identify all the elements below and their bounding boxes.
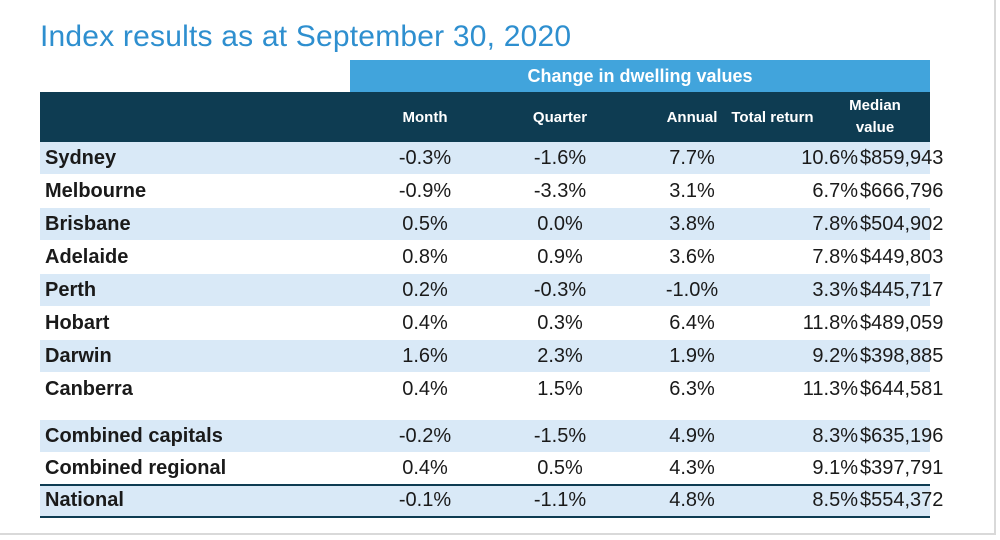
cell-quarter: -1.5%	[533, 425, 587, 447]
table-row: Hobart 0.4% 0.3% 6.4% 11.8% $489,059	[40, 307, 944, 339]
cell-quarter: 1.5%	[537, 378, 583, 400]
cell-total-return: 6.7%	[812, 180, 858, 202]
header-median-value: Median value	[830, 92, 920, 142]
cell-annual: 6.3%	[669, 378, 715, 400]
table-row: Adelaide 0.8% 0.9% 3.6% 7.8% $449,803	[40, 241, 944, 273]
row-name: Hobart	[45, 312, 110, 334]
cell-annual: 3.8%	[669, 213, 715, 235]
cell-quarter: 0.5%	[537, 457, 583, 479]
cell-month: 0.4%	[402, 378, 448, 400]
cell-month: -0.3%	[398, 147, 452, 169]
cell-median-value: $445,717	[860, 279, 944, 301]
cell-month: 0.5%	[402, 213, 448, 235]
cell-quarter: -0.3%	[533, 279, 587, 301]
national-divider	[40, 484, 930, 486]
cell-total-return: 10.6%	[801, 147, 858, 169]
cell-total-return: 11.3%	[802, 378, 858, 400]
row-name: Adelaide	[45, 246, 129, 268]
row-name: Combined regional	[45, 457, 227, 479]
cell-annual: 4.9%	[669, 425, 715, 447]
cell-month: -0.9%	[398, 180, 452, 202]
cell-total-return: 9.1%	[812, 457, 858, 479]
table-row: Combined capitals -0.2% -1.5% 4.9% 8.3% $635,…	[40, 420, 944, 452]
cell-median-value: $397,791	[860, 457, 944, 479]
row-name: National	[45, 489, 124, 511]
cell-median-value: $489,059	[860, 312, 944, 334]
row-name: Brisbane	[45, 213, 131, 235]
row-name: Darwin	[45, 345, 112, 367]
row-name: Sydney	[45, 147, 117, 169]
cell-annual: 6.4%	[669, 312, 715, 334]
cell-month: 1.6%	[402, 345, 448, 367]
row-name: Melbourne	[45, 180, 147, 202]
cell-median-value: $398,885	[860, 345, 944, 367]
table-row: Perth 0.2% -0.3% -1.0% 3.3% $445,717	[40, 274, 944, 306]
table-row: Darwin 1.6% 2.3% 1.9% 9.2% $398,885	[40, 340, 944, 372]
cell-total-return: 7.8%	[812, 213, 858, 235]
cell-median-value: $859,943	[860, 147, 944, 169]
cell-total-return: 8.5%	[812, 489, 858, 511]
cell-quarter: -1.6%	[533, 147, 587, 169]
cell-month: 0.2%	[402, 279, 448, 301]
cell-annual: 4.8%	[669, 489, 715, 511]
cell-median-value: $449,803	[860, 246, 944, 268]
cell-total-return: 8.3%	[812, 425, 858, 447]
cell-month: 0.4%	[402, 457, 448, 479]
header-annual: Annual	[666, 108, 718, 126]
header-median-line2: value	[855, 119, 895, 136]
cell-annual: 3.1%	[669, 180, 715, 202]
cell-quarter: 0.9%	[537, 246, 583, 268]
cell-median-value: $504,902	[860, 213, 944, 235]
cell-median-value: $635,196	[860, 425, 944, 447]
table-bottom-border	[40, 516, 930, 518]
change-in-dwelling-values-band: Change in dwelling values	[350, 60, 930, 92]
header-median-line1: Median	[849, 97, 901, 114]
table-row: Melbourne -0.9% -3.3% 3.1% 6.7% $666,796	[40, 175, 944, 207]
cell-median-value: $666,796	[860, 180, 944, 202]
cell-quarter: 0.0%	[537, 213, 583, 235]
cell-total-return: 9.2%	[812, 345, 858, 367]
header-month: Month	[402, 108, 448, 126]
cell-annual: 3.6%	[669, 246, 715, 268]
cell-annual: -1.0%	[665, 279, 719, 301]
page-title: Index results as at September 30, 2020	[40, 20, 572, 53]
row-name: Perth	[45, 279, 97, 301]
cell-total-return: 3.3%	[812, 279, 858, 301]
cell-quarter: 0.3%	[537, 312, 583, 334]
cell-annual: 1.9%	[669, 345, 715, 367]
cell-median-value: $554,372	[860, 489, 944, 511]
row-name: Combined capitals	[45, 425, 223, 447]
cell-median-value: $644,581	[860, 378, 944, 400]
table-row: Brisbane 0.5% 0.0% 3.8% 7.8% $504,902	[40, 208, 944, 240]
header-total-return: Total return	[731, 108, 814, 126]
cell-quarter: -1.1%	[533, 489, 587, 511]
cell-month: -0.1%	[398, 489, 452, 511]
cell-month: 0.8%	[402, 246, 448, 268]
cell-total-return: 11.8%	[802, 312, 858, 334]
cell-month: 0.4%	[402, 312, 448, 334]
cell-annual: 7.7%	[669, 147, 715, 169]
table-row: Combined regional 0.4% 0.5% 4.3% 9.1% $397,79…	[40, 452, 944, 484]
table-row: National -0.1% -1.1% 4.8% 8.5% $554,372	[40, 484, 944, 516]
cell-month: -0.2%	[398, 425, 452, 447]
cell-quarter: 2.3%	[537, 345, 583, 367]
row-name: Canberra	[45, 378, 133, 400]
table-header: Month Quarter Annual Total return Median…	[40, 92, 930, 142]
cell-total-return: 7.8%	[812, 246, 858, 268]
table-row: Sydney -0.3% -1.6% 7.7% 10.6% $859,943	[40, 142, 944, 174]
cell-annual: 4.3%	[669, 457, 715, 479]
cell-quarter: -3.3%	[533, 180, 587, 202]
table-row: Canberra 0.4% 1.5% 6.3% 11.3% $644,581	[40, 373, 944, 405]
header-quarter: Quarter	[532, 108, 588, 126]
